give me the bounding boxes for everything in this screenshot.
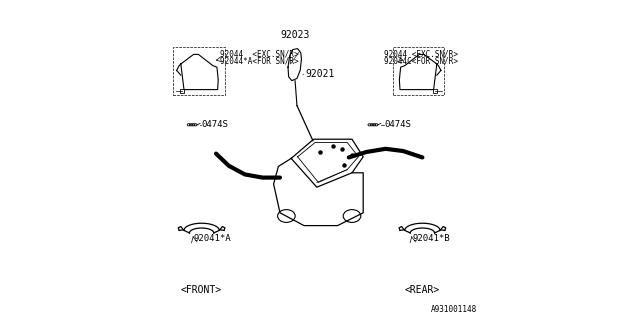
- Text: 92041*A: 92041*A: [193, 234, 231, 243]
- Text: <REAR>: <REAR>: [404, 285, 440, 295]
- Text: 92044  <EXC.SN/R>: 92044 <EXC.SN/R>: [220, 49, 299, 58]
- Text: 0474S: 0474S: [385, 120, 412, 129]
- Text: 92044C<FOR SN/R>: 92044C<FOR SN/R>: [384, 56, 458, 65]
- Text: A931001148: A931001148: [431, 305, 477, 314]
- Text: 92023: 92023: [280, 30, 310, 40]
- Text: 92021: 92021: [306, 69, 335, 79]
- Text: 92041*B: 92041*B: [412, 234, 450, 243]
- Text: 92044*A<FOR SN/R>: 92044*A<FOR SN/R>: [220, 56, 299, 65]
- Text: 0474S: 0474S: [202, 120, 228, 129]
- Text: 92044 <EXC.SN/R>: 92044 <EXC.SN/R>: [384, 49, 458, 58]
- Text: <FRONT>: <FRONT>: [181, 285, 222, 295]
